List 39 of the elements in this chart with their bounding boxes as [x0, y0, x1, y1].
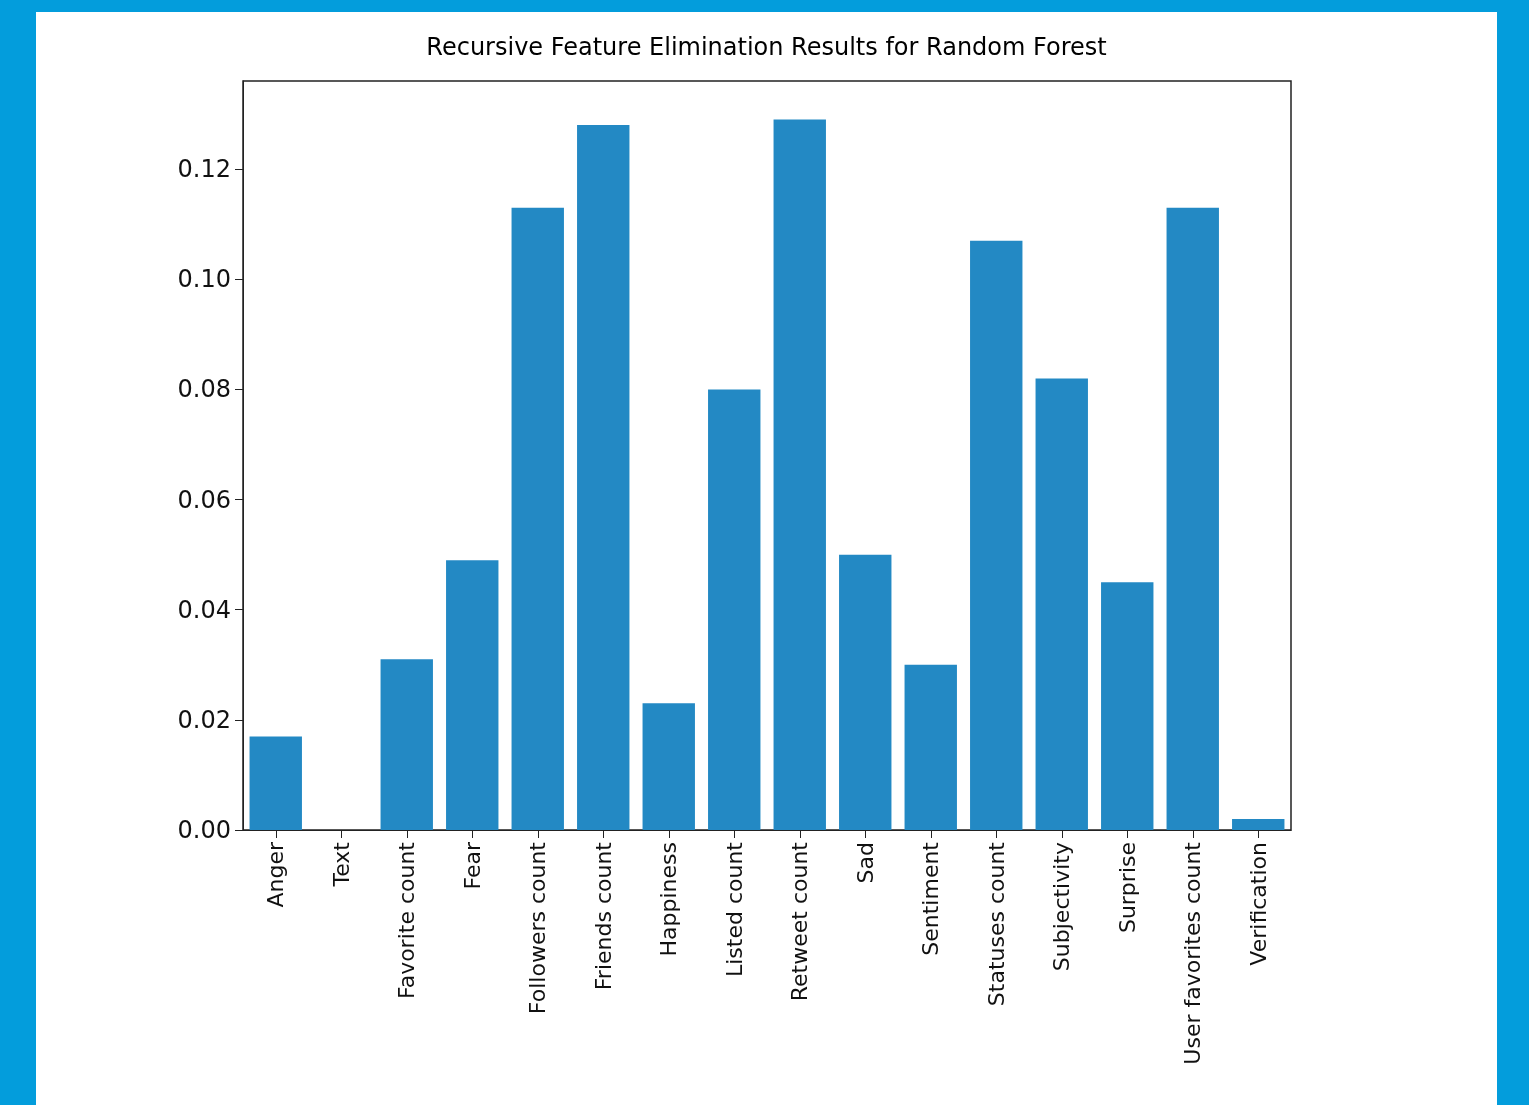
- bar: [380, 659, 433, 830]
- x-tick-label: User favorites count: [1180, 841, 1206, 1065]
- chart-title: Recursive Feature Elimination Results for Random Forest: [426, 33, 1107, 61]
- x-tick-label: Friends count: [590, 841, 616, 991]
- y-tick-label: 0.10: [177, 265, 231, 294]
- x-tick-label: Verification: [1245, 842, 1271, 966]
- x-tick-label: Statuses count: [983, 841, 1009, 1007]
- bar: [970, 240, 1023, 830]
- bar: [708, 389, 761, 830]
- bar: [839, 554, 892, 830]
- x-tick-label: Listed count: [721, 841, 747, 978]
- x-tick-label: Anger: [263, 841, 289, 908]
- x-tick-label: Happiness: [656, 842, 682, 957]
- bar: [1232, 818, 1285, 830]
- bar: [1035, 378, 1088, 830]
- y-tick-label: 0.08: [177, 375, 231, 404]
- x-tick-label: Surprise: [1114, 842, 1140, 934]
- y-tick-label: 0.06: [177, 485, 231, 514]
- bar: [511, 207, 564, 830]
- x-tick-label: Fear: [459, 841, 485, 890]
- bar: [773, 119, 826, 830]
- bar: [1166, 207, 1219, 830]
- x-tick-label: Followers count: [525, 841, 551, 1015]
- x-tick-label: Favorite count: [394, 841, 420, 999]
- bar: [446, 560, 499, 830]
- y-tick-label: 0.02: [177, 705, 231, 734]
- x-tick-label: Text: [328, 841, 354, 888]
- y-tick-label: 0.12: [177, 155, 231, 184]
- bar: [904, 664, 957, 830]
- bar: [1101, 582, 1154, 830]
- bar: [642, 703, 695, 830]
- x-tick-label: Subjectivity: [1049, 842, 1075, 972]
- y-tick-label: 0.04: [177, 595, 231, 624]
- x-tick-label: Sentiment: [918, 841, 944, 956]
- x-tick-label: Sad: [852, 842, 878, 884]
- bar: [577, 125, 630, 830]
- bar: [249, 736, 302, 830]
- x-tick-label: Retweet count: [787, 841, 813, 1002]
- y-tick-label: 0.00: [177, 816, 231, 844]
